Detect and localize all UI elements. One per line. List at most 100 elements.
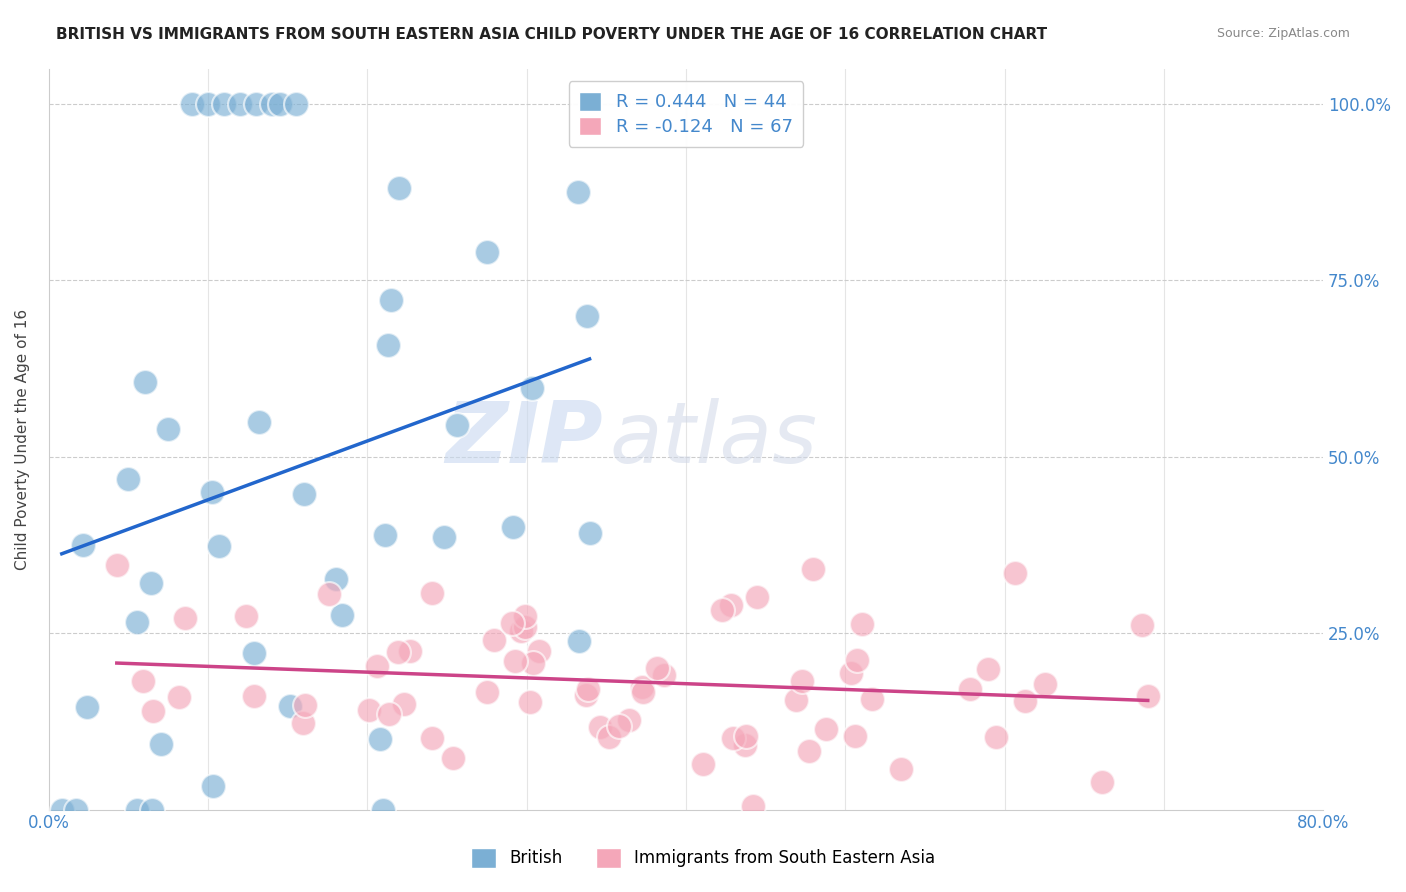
Point [373,803,395,817]
Text: BRITISH VS IMMIGRANTS FROM SOUTH EASTERN ASIA CHILD POVERTY UNDER THE AGE OF 16 : BRITISH VS IMMIGRANTS FROM SOUTH EASTERN… [56,27,1047,42]
Point [1091,775,1114,789]
Point [1004,566,1026,580]
Point [157,422,180,436]
Point [208,539,231,553]
Point [567,185,589,199]
Point [72,538,94,552]
Point [986,730,1008,744]
Point [745,591,768,605]
Point [510,624,533,639]
Point [441,751,464,765]
Text: atlas: atlas [609,398,817,481]
Point [617,713,640,727]
Point [318,587,340,601]
Point [399,644,422,658]
Point [76,699,98,714]
Point [851,616,873,631]
Point [1014,694,1036,708]
Point [284,96,307,111]
Point [142,704,165,718]
Point [105,558,128,573]
Point [446,418,468,433]
Point [844,729,866,743]
Point [482,632,505,647]
Point [167,690,190,704]
Point [846,653,869,667]
Point [433,530,456,544]
Point [422,731,444,745]
Point [51,803,73,817]
Point [692,756,714,771]
Point [357,703,380,717]
Point [387,645,409,659]
Y-axis label: Child Poverty Under the Age of 16: Child Poverty Under the Age of 16 [15,309,30,570]
Point [132,673,155,688]
Point [721,731,744,745]
Point [181,96,204,111]
Point [959,682,981,697]
Point [325,572,347,586]
Point [197,96,219,111]
Point [790,674,813,689]
Point [501,616,523,631]
Point [801,562,824,576]
Point [814,722,837,736]
Point [475,245,498,260]
Point [578,526,600,541]
Point [378,707,401,722]
Text: Source: ZipAtlas.com: Source: ZipAtlas.com [1216,27,1350,40]
Point [527,644,550,658]
Point [519,695,541,709]
Point [150,737,173,751]
Point [368,731,391,746]
Point [125,803,148,817]
Point [522,656,544,670]
Point [388,181,411,195]
Point [598,730,620,744]
Point [377,338,399,352]
Point [294,698,316,712]
Point [735,729,758,743]
Point [373,528,395,542]
Point [503,654,526,668]
Point [212,96,235,111]
Point [242,689,264,703]
Point [710,603,733,617]
Point [631,684,654,698]
Point [247,415,270,429]
Point [589,720,612,734]
Point [576,309,599,323]
Point [141,576,163,591]
Point [977,662,1000,676]
Legend: R = 0.444   N = 44, R = -0.124   N = 67: R = 0.444 N = 44, R = -0.124 N = 67 [568,81,803,147]
Point [607,719,630,733]
Point [292,486,315,500]
Point [475,685,498,699]
Point [235,608,257,623]
Point [141,803,163,817]
Point [173,611,195,625]
Point [229,96,252,111]
Point [201,485,224,500]
Point [420,586,443,600]
Point [1132,618,1154,632]
Point [201,779,224,793]
Point [291,715,314,730]
Point [243,646,266,660]
Point [568,634,591,648]
Point [366,658,388,673]
Point [1136,690,1159,704]
Point [742,799,765,814]
Point [734,738,756,752]
Point [513,608,536,623]
Point [520,381,543,395]
Point [269,96,291,111]
Legend: British, Immigrants from South Eastern Asia: British, Immigrants from South Eastern A… [464,841,942,875]
Point [125,615,148,629]
Text: ZIP: ZIP [446,398,603,481]
Point [260,96,283,111]
Point [841,665,863,680]
Point [280,698,302,713]
Point [380,293,402,307]
Point [330,608,353,623]
